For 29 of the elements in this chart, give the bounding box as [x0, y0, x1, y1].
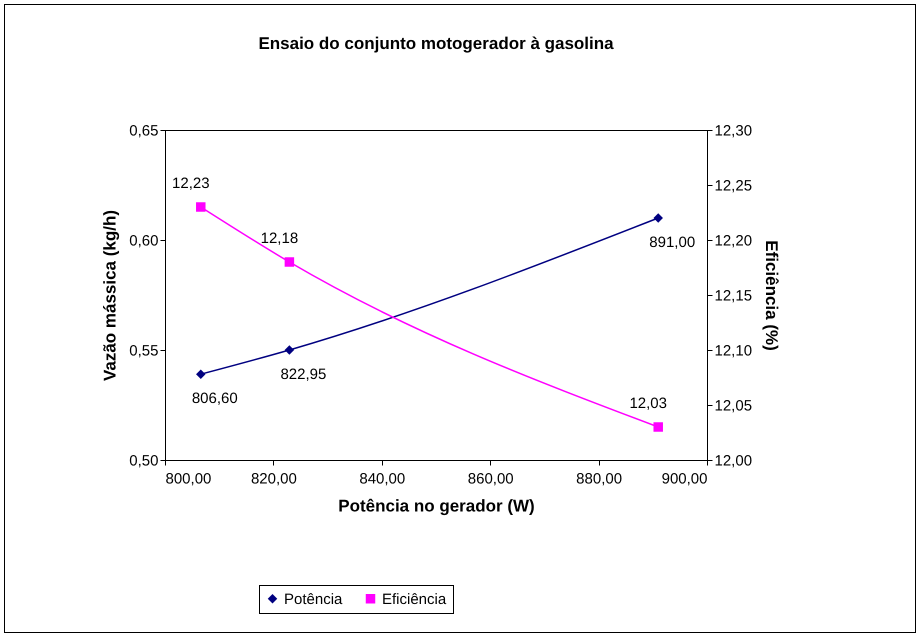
x-axis-title: Potência no gerador (W) — [338, 496, 535, 516]
legend-label: Eficiência — [382, 590, 447, 608]
y-tick-label: 0,55 — [129, 342, 158, 360]
chart-title: Ensaio do conjunto motogerador à gasolina — [258, 34, 614, 53]
y2-tick-label: 12,25 — [714, 178, 752, 194]
y2-tick-label: 12,30 — [714, 122, 752, 140]
x-tick-label: 820,00 — [250, 470, 297, 488]
y2-tick-label: 12,00 — [714, 452, 752, 470]
x-tick-label: 900,00 — [662, 470, 708, 488]
x-tick-label: 860,00 — [468, 470, 514, 488]
y2-axis-title: Eficiência (%) — [762, 240, 782, 351]
annotation: 806,60 — [192, 390, 238, 408]
data-label: 12,23 — [172, 175, 210, 192]
x-tick-label: 800,00 — [166, 470, 212, 488]
y2-tick-label: 12,20 — [714, 232, 752, 250]
y-tick-label: 0,50 — [129, 452, 158, 470]
y2-tick-label: 12,15 — [714, 288, 752, 304]
y-axis-title: Vazão mássica (kg/h) — [100, 210, 120, 382]
data-label: 12,18 — [260, 230, 298, 247]
x-tick-label: 880,00 — [576, 470, 622, 488]
data-label: 12,03 — [629, 395, 667, 412]
y2-tick-label: 12,05 — [714, 398, 752, 414]
x-tick-label: 840,00 — [359, 470, 406, 488]
legend-label: Potência — [284, 590, 344, 608]
y-tick-label: 0,60 — [129, 232, 158, 250]
annotation: 822,95 — [280, 366, 326, 383]
y-tick-label: 0,65 — [129, 122, 158, 140]
annotation: 891,00 — [649, 234, 696, 251]
y2-tick-label: 12,10 — [714, 342, 752, 360]
